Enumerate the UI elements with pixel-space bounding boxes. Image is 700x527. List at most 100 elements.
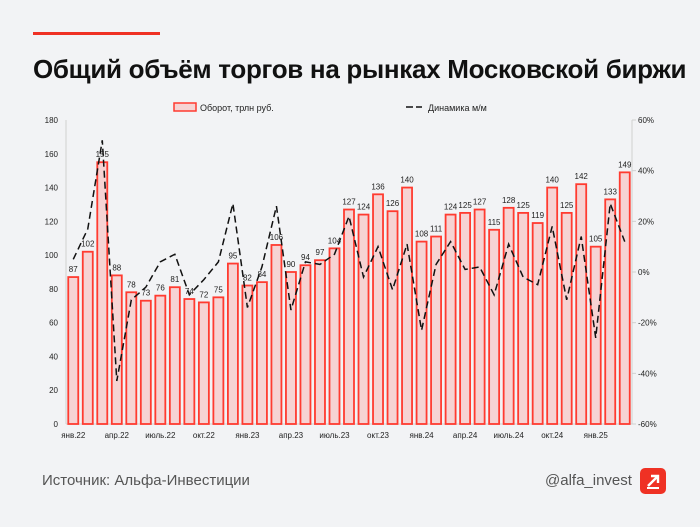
bar-data-label: 119 (531, 211, 544, 220)
right-tick-label: -20% (638, 319, 657, 328)
bar (386, 210, 399, 425)
bar-data-label: 88 (112, 263, 121, 272)
bar-data-label: 115 (488, 218, 501, 227)
left-tick-label: 20 (49, 386, 58, 395)
bar-data-label: 74 (185, 287, 194, 296)
x-tick-label: окт.22 (193, 431, 215, 440)
x-tick-label: апр.24 (453, 431, 478, 440)
bar (618, 171, 631, 425)
bar-data-label: 94 (301, 253, 310, 262)
bar-data-label: 125 (458, 201, 472, 210)
bar (110, 274, 123, 425)
bar (531, 222, 544, 425)
x-tick-label: июль.22 (145, 431, 176, 440)
bar (139, 299, 152, 425)
bar (357, 213, 370, 425)
bar (488, 228, 501, 425)
x-tick-label: янв.22 (61, 431, 86, 440)
bar-data-label: 127 (342, 198, 356, 207)
bar (226, 262, 239, 425)
bar (154, 294, 167, 425)
bar-data-label: 78 (127, 280, 136, 289)
bar-data-label: 140 (545, 176, 559, 185)
bar-data-label: 149 (618, 160, 632, 169)
bar (546, 186, 559, 425)
bar (212, 296, 225, 425)
source-text: Источник: Альфа-Инвестиции (42, 472, 250, 489)
bar-data-label: 84 (257, 270, 266, 279)
left-tick-label: 120 (45, 217, 59, 226)
bar (604, 198, 617, 425)
bar (430, 235, 442, 425)
x-tick-label: янв.24 (410, 431, 435, 440)
bar (314, 259, 326, 425)
bar-data-label: 105 (589, 235, 603, 244)
bar (560, 211, 573, 425)
handle-text: @alfa_invest (545, 472, 632, 489)
legend-bar-label: Оборот, трлн руб. (200, 103, 274, 113)
bar-data-label: 142 (575, 172, 589, 181)
x-tick-label: окт.24 (541, 431, 563, 440)
left-tick-label: 100 (45, 251, 59, 260)
accent-bar (33, 32, 160, 35)
right-tick-label: 20% (638, 217, 654, 226)
bar-data-label: 106 (270, 233, 284, 242)
x-tick-label: апр.22 (105, 431, 130, 440)
x-tick-label: июль.24 (494, 431, 525, 440)
bar-data-label: 87 (69, 265, 78, 274)
chart: 0 20 40 60 80 100 120 140 160 180 -60% -40% -20% 0% 20… (45, 102, 657, 440)
bar-data-label: 81 (170, 275, 179, 284)
left-tick-label: 40 (49, 352, 58, 361)
page-title: Общий объём торгов на рынках Московской … (33, 54, 687, 84)
bar (183, 298, 196, 425)
x-tick-label: июль.23 (319, 431, 350, 440)
x-tick-label: янв.25 (584, 431, 609, 440)
bar (81, 250, 94, 425)
right-tick-label: -40% (638, 369, 657, 378)
bar-data-label: 82 (243, 274, 252, 283)
bar (285, 271, 297, 425)
right-tick-label: -60% (638, 420, 657, 429)
left-tick-label: 180 (45, 116, 59, 125)
bar (372, 193, 384, 425)
bar-data-label: 102 (81, 240, 95, 249)
bar-data-label: 136 (371, 182, 385, 191)
right-tick-label: 60% (638, 116, 654, 125)
bar (415, 240, 428, 425)
bar-data-label: 97 (316, 248, 325, 257)
bar-data-label: 127 (473, 198, 487, 207)
bar-data-label: 126 (386, 199, 400, 208)
mm-change-line (72, 140, 626, 382)
bar (343, 208, 355, 425)
bar (270, 244, 283, 425)
left-tick-label: 80 (49, 285, 58, 294)
x-tick-label: окт.23 (367, 431, 389, 440)
bar-data-label: 140 (400, 176, 414, 185)
bar-data-label: 133 (604, 187, 618, 196)
bar-data-label: 73 (141, 289, 150, 298)
x-tick-label: апр.23 (279, 431, 304, 440)
bar (96, 161, 109, 425)
bar-data-label: 111 (430, 225, 443, 234)
bar (459, 211, 472, 425)
legend-bar-swatch (173, 102, 197, 112)
bar (575, 183, 588, 425)
bar-data-label: 72 (199, 290, 208, 299)
left-tick-label: 160 (45, 150, 59, 159)
bar (401, 186, 413, 425)
bar (125, 291, 138, 425)
bar (241, 284, 254, 425)
bar-data-label: 76 (156, 284, 165, 293)
bar-data-label: 125 (560, 201, 574, 210)
bar (328, 247, 341, 425)
bar-data-label: 124 (444, 203, 458, 212)
x-tick-label: янв.23 (235, 431, 260, 440)
bar (256, 281, 268, 425)
bar (473, 208, 486, 425)
bar (197, 301, 210, 425)
bar-data-label: 75 (214, 285, 223, 294)
right-tick-label: 40% (638, 167, 654, 176)
bar (517, 211, 530, 425)
bar-data-label: 125 (516, 201, 530, 210)
bar (444, 213, 457, 425)
